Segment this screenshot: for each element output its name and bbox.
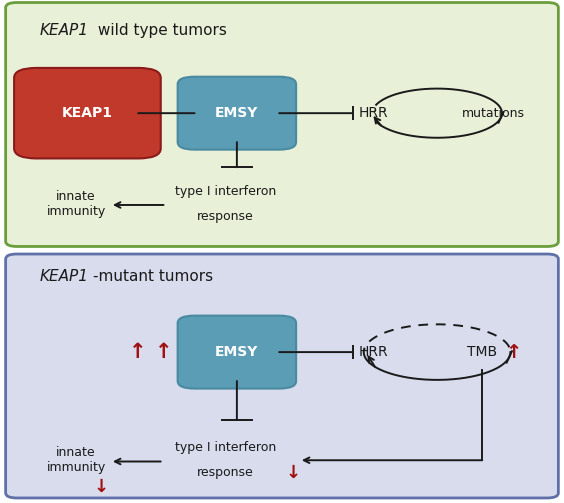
Text: wild type tumors: wild type tumors [93, 23, 227, 38]
FancyBboxPatch shape [6, 254, 558, 498]
Text: response: response [197, 210, 254, 223]
Text: EMSY: EMSY [215, 106, 258, 120]
FancyBboxPatch shape [6, 3, 558, 246]
Text: KEAP1: KEAP1 [62, 106, 113, 120]
Text: KEAP1: KEAP1 [39, 23, 89, 38]
Text: ↑: ↑ [505, 343, 522, 362]
Text: EMSY: EMSY [215, 345, 258, 359]
Text: innate
immunity: innate immunity [46, 446, 106, 474]
Text: innate
immunity: innate immunity [46, 190, 106, 218]
Text: type I interferon: type I interferon [175, 185, 276, 198]
FancyBboxPatch shape [178, 77, 296, 150]
Text: mutations: mutations [462, 107, 525, 120]
Text: ↑: ↑ [129, 342, 147, 362]
Text: -mutant tumors: -mutant tumors [93, 269, 213, 284]
FancyBboxPatch shape [14, 68, 161, 158]
FancyBboxPatch shape [178, 316, 296, 389]
Text: HRR: HRR [358, 345, 388, 359]
Text: response: response [197, 466, 254, 479]
Text: ↑: ↑ [155, 342, 173, 362]
Text: ↓: ↓ [286, 464, 301, 482]
Text: HRR: HRR [358, 106, 388, 120]
Text: TMB: TMB [467, 345, 497, 359]
Text: KEAP1: KEAP1 [39, 269, 89, 284]
Text: ↓: ↓ [94, 478, 109, 495]
Text: type I interferon: type I interferon [175, 441, 276, 454]
